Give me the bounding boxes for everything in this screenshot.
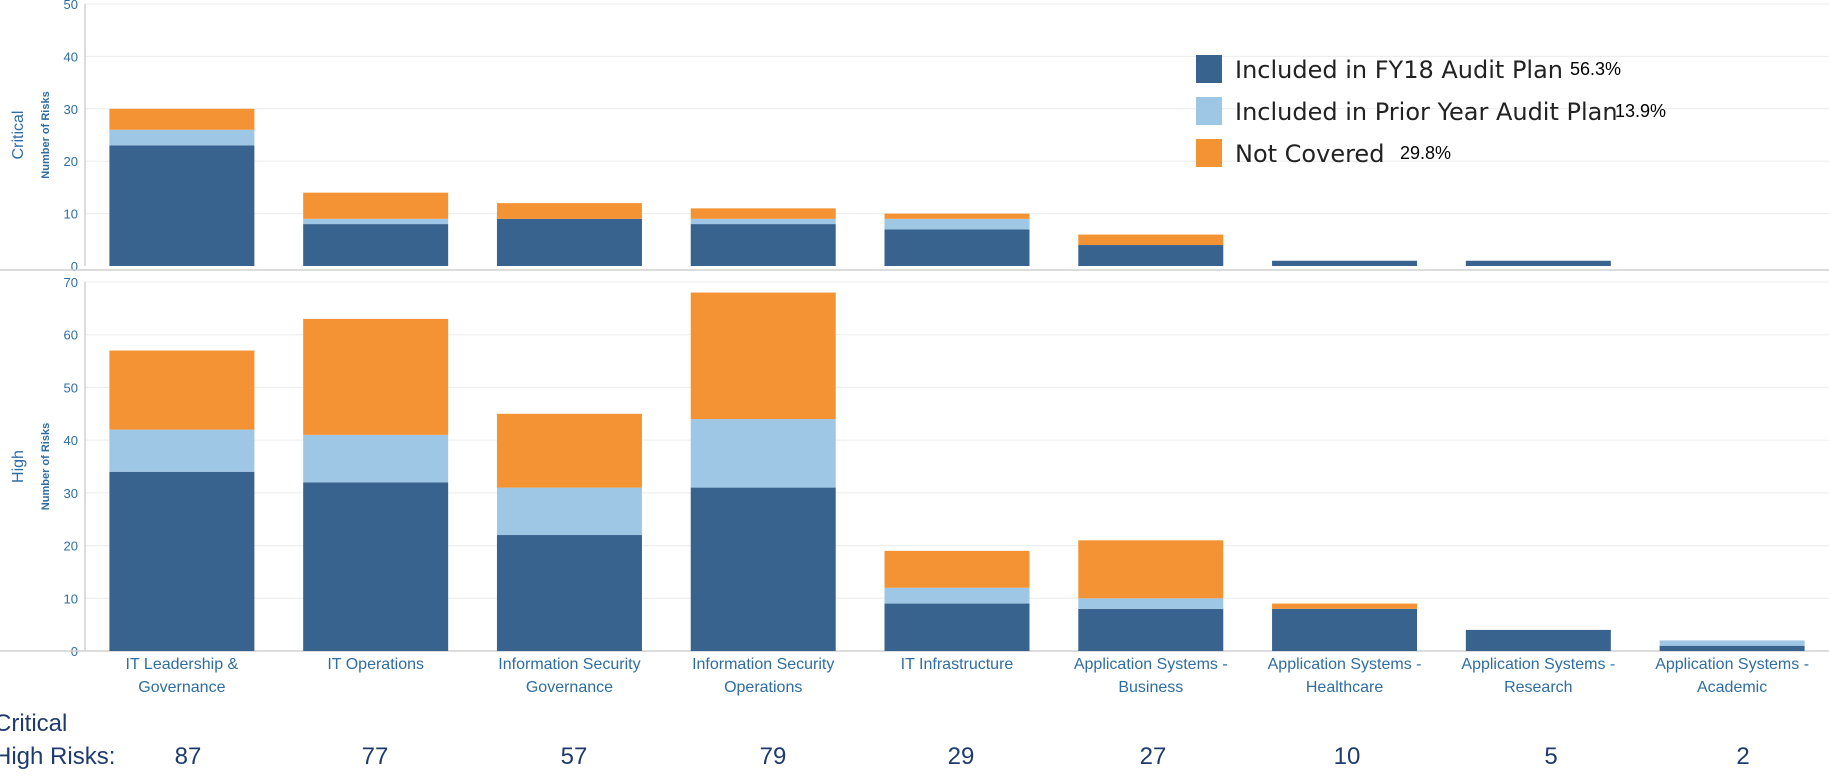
total-value: 29 — [948, 743, 975, 770]
bar-segment — [496, 535, 642, 651]
y-tick-label: 10 — [64, 207, 78, 222]
total-value: 2 — [1736, 743, 1749, 770]
legend-label: Not Covered — [1235, 140, 1384, 168]
x-category-label: IT Infrastructure — [901, 656, 1014, 673]
bar-segment — [690, 208, 836, 219]
y-tick-label: 0 — [71, 259, 78, 274]
bar-segment — [109, 129, 255, 146]
bar-segment — [1078, 608, 1224, 651]
bar-segment — [690, 292, 836, 420]
bar-segment — [690, 224, 836, 266]
total-value: 27 — [1140, 743, 1167, 770]
bar-segment — [1465, 629, 1611, 651]
y-axis-label: Number of Risks — [40, 423, 52, 510]
legend: Included in FY18 Audit Plan Included in P… — [1196, 55, 1666, 168]
totals-row: Critical High Risks: 87 77 57 79 29 27 10 5 2 — [0, 710, 1750, 770]
bar-segment — [496, 218, 642, 266]
bar-segment — [303, 318, 449, 435]
x-category-label: Application Systems -Academic — [1655, 656, 1809, 696]
legend-percent: 13.9% — [1615, 101, 1666, 121]
y-tick-label: 30 — [64, 102, 78, 117]
panel-label: Critical — [10, 111, 27, 160]
totals-label-line1: Critical — [0, 710, 67, 737]
y-axis-label: Number of Risks — [40, 91, 52, 178]
total-value: 5 — [1544, 743, 1557, 770]
bar-segment — [303, 482, 449, 651]
y-tick-label: 40 — [64, 433, 78, 448]
bar-segment — [884, 213, 1030, 219]
y-tick-label: 50 — [64, 0, 78, 12]
legend-swatch — [1196, 55, 1222, 83]
bar-segment — [884, 550, 1030, 588]
legend-swatch — [1196, 97, 1222, 125]
panel-high: 010203040506070HighNumber of Risks — [0, 275, 1829, 659]
bar-segment — [109, 108, 255, 130]
bar-segment — [690, 487, 836, 651]
x-category-label: Information Security Governance — [498, 656, 640, 696]
legend-percent: 29.8% — [1400, 143, 1451, 163]
legend-label: Included in Prior Year Audit Plan — [1235, 98, 1618, 126]
y-tick-label: 10 — [64, 591, 78, 606]
total-value: 57 — [561, 743, 588, 770]
legend-percent: 56.3% — [1570, 59, 1621, 79]
x-category-label: IT Leadership & Governance — [126, 656, 239, 696]
y-tick-label: 60 — [64, 328, 78, 343]
y-tick-label: 30 — [64, 486, 78, 501]
x-category-label: Application Systems -Business — [1074, 656, 1228, 696]
x-category-label: Application Systems -Research — [1461, 656, 1615, 696]
bar-segment — [884, 229, 1030, 266]
bar-segment — [109, 145, 255, 266]
y-tick-label: 20 — [64, 154, 78, 169]
bar-segment — [1272, 603, 1418, 609]
bar-segment — [496, 413, 642, 488]
bar-segment — [109, 429, 255, 472]
bar-segment — [1465, 260, 1611, 266]
bar-segment — [109, 350, 255, 430]
x-category-label: Application Systems -Healthcare — [1268, 656, 1422, 696]
total-value: 79 — [760, 743, 787, 770]
bar-segment — [884, 603, 1030, 651]
bar-segment — [109, 471, 255, 651]
totals-label-line2: High Risks: — [0, 743, 115, 770]
y-tick-label: 20 — [64, 539, 78, 554]
total-value: 87 — [175, 743, 202, 770]
bar-segment — [1659, 640, 1805, 646]
x-category-label: IT Operations — [327, 656, 424, 673]
bar-segment — [496, 487, 642, 536]
bar-segment — [1078, 245, 1224, 266]
bar-segment — [1078, 598, 1224, 609]
bar-segment — [1078, 234, 1224, 246]
bar-segment — [690, 218, 836, 225]
x-category-label: Information Security Operations — [692, 656, 834, 696]
y-tick-label: 40 — [64, 49, 78, 64]
bar-segment — [884, 587, 1030, 604]
bar-segment — [884, 218, 1030, 230]
bar-segment — [1078, 540, 1224, 599]
panel-critical: 0 10 20 30 40 50 Critical Number of Risks — [0, 0, 1829, 274]
total-value: 10 — [1334, 743, 1361, 770]
bar-segment — [303, 434, 449, 483]
y-tick-label: 70 — [64, 275, 78, 290]
bar-segment — [1272, 608, 1418, 651]
bar-segment — [690, 419, 836, 488]
bar-segment — [496, 203, 642, 219]
bar-segment — [303, 224, 449, 266]
category-labels: IT Leadership & Governance IT Operations In… — [126, 656, 1809, 696]
legend-label: Included in FY18 Audit Plan — [1235, 56, 1563, 84]
bar-segment — [1659, 645, 1805, 651]
total-value: 77 — [362, 743, 389, 770]
bar-segment — [303, 218, 449, 225]
panel-label: High — [10, 450, 27, 483]
y-tick-label: 50 — [64, 380, 78, 395]
bar-segment — [303, 192, 449, 219]
bar-segment — [1272, 260, 1418, 266]
legend-swatch — [1196, 139, 1222, 167]
